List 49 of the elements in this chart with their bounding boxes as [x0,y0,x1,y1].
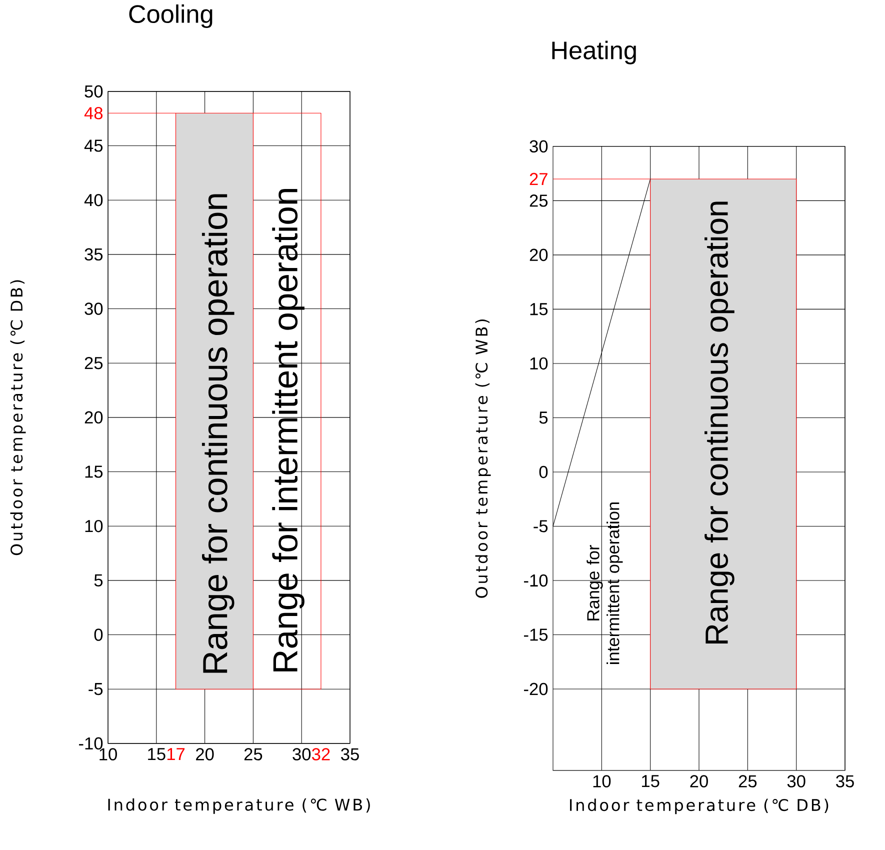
x-tick-label: 32 [312,748,330,760]
y-tick-label: 35 [84,248,103,260]
y-tick-label: 20 [84,411,103,424]
x-axis-title: Indoor temperature (℃ DB) [570,798,828,814]
annotation: Range for continuous operation [202,194,234,673]
y-tick-label: 5 [539,411,548,424]
annotation: Range for intermittent operation [272,188,304,672]
y-tick-label: 15 [530,302,548,316]
y-tick-label: 10 [530,357,548,370]
y-axis-title: Outdoor temperature (℃ WB) [475,319,491,598]
y-tick-label: 48 [84,106,103,120]
y-axis-title: Outdoor temperature (℃ DB) [10,280,26,555]
y-tick-label: 45 [84,140,103,152]
x-tick-label: 25 [738,774,757,788]
y-tick-label: 10 [85,520,103,532]
y-tick-label: 25 [84,356,103,370]
y-tick-label: 50 [84,85,103,98]
x-tick-label: 25 [244,748,262,760]
y-tick-label: -10 [524,574,548,586]
chart-title: Cooling [129,4,212,28]
x-tick-label: 15 [148,748,166,760]
y-tick-label: 40 [84,194,103,206]
y-tick-label: 5 [94,574,103,586]
y-tick-label: 30 [84,302,103,315]
y-tick-label: 30 [530,140,548,152]
x-tick-label: 35 [341,748,359,760]
x-tick-label: 30 [787,774,806,788]
y-tick-label: 0 [539,466,548,478]
x-tick-label: 30 [292,748,311,760]
y-tick-label: 20 [530,248,548,261]
x-tick-label: 17 [167,748,185,760]
annotation: Range for intermittent operation [586,502,623,664]
x-tick-label: 20 [690,774,708,788]
y-tick-label: 25 [530,194,548,207]
annotation: Range for continuous operation [704,202,734,644]
x-tick-label: 35 [836,774,854,788]
y-tick-label: -5 [88,682,103,695]
y-tick-label: -20 [524,682,548,695]
y-tick-label: -5 [534,520,548,532]
y-tick-label: 15 [85,466,103,478]
y-tick-label: 0 [94,628,103,641]
y-tick-label: -15 [524,628,548,641]
chart-title: Heating [552,40,636,64]
y-tick-label: -10 [79,737,103,750]
x-tick-label: 15 [642,774,660,788]
x-tick-label: 20 [196,748,214,760]
y-tick-label: 27 [530,172,548,185]
x-axis-title: Indoor temperature (℃ WB) [108,798,370,814]
x-tick-label: 10 [593,774,611,788]
